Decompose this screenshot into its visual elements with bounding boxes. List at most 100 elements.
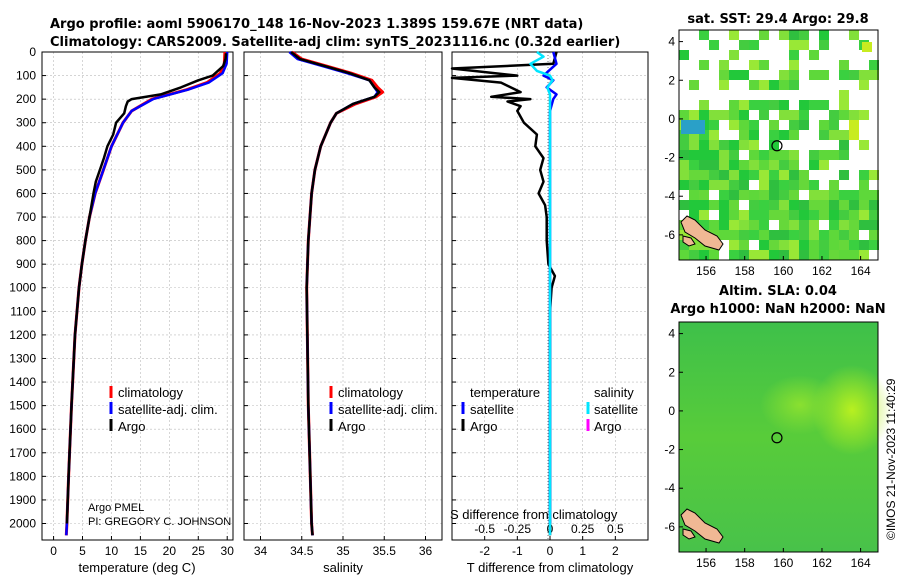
sst-cell [819, 70, 829, 80]
sst-cell [719, 140, 729, 150]
map-y-tick-label: 4 [668, 35, 675, 49]
sst-cell [699, 100, 709, 110]
sst-cell [789, 180, 799, 190]
sst-cell [729, 120, 739, 130]
sst-cell [799, 170, 809, 180]
sst-cell [799, 200, 809, 210]
sst-cell [679, 110, 689, 120]
sst-cell [799, 210, 809, 220]
x-tick-label: 15 [134, 544, 148, 558]
sst-cell [759, 60, 769, 70]
sst-cell [829, 120, 839, 130]
sst-cell [819, 190, 829, 200]
x-tick-label: 36 [419, 544, 433, 558]
sst-cell [789, 220, 799, 230]
y-tick-label: 1800 [9, 469, 36, 483]
sst-cell [749, 230, 759, 240]
sst-cell [789, 210, 799, 220]
sst-cell [769, 120, 779, 130]
sal-legend-argo-label: Argo [338, 419, 365, 434]
y-tick-label: 500 [16, 163, 36, 177]
sst-cell [759, 170, 769, 180]
sst-cell [819, 230, 829, 240]
sst-cell [769, 80, 779, 90]
sst-cell [779, 230, 789, 240]
temp-climatology-line [64, 51, 227, 536]
sst-cell [769, 130, 779, 140]
sst-cell [839, 210, 849, 220]
x-tick-label: 35 [336, 544, 350, 558]
sst-cell [769, 190, 779, 200]
diff-legend-sal-header: salinity [594, 385, 634, 400]
sst-cell [749, 130, 759, 140]
sst-cell [709, 40, 719, 50]
sst-cell [839, 220, 849, 230]
sst-cell [679, 200, 689, 210]
y-tick-label: 1600 [9, 422, 36, 436]
sst-cell [779, 150, 789, 160]
sst-cell [689, 140, 699, 150]
sst-cell [779, 160, 789, 170]
sst-cell [779, 30, 789, 40]
sst-cell [839, 140, 849, 150]
sst-cell [819, 250, 829, 260]
sst-cell [739, 110, 749, 120]
sst-cell [749, 190, 759, 200]
sst-cell [759, 240, 769, 250]
y-tick-label: 1000 [9, 281, 36, 295]
sst-cell [819, 40, 829, 50]
sst-cell [779, 210, 789, 220]
sst-cell [859, 70, 869, 80]
sst-cell [729, 240, 739, 250]
x-tick-label: 0 [50, 544, 57, 558]
sst-cell [859, 190, 869, 200]
s-tick-label: -0.25 [504, 522, 532, 536]
map-x-tick-label: 160 [773, 264, 793, 278]
sst-cell [779, 220, 789, 230]
sst-cell [749, 200, 759, 210]
map-y-tick-label: -4 [664, 481, 675, 495]
sst-cell [859, 240, 869, 250]
sst-cool-cell [681, 120, 705, 134]
sst-cell [679, 230, 689, 240]
map-y-tick-label: 2 [668, 365, 675, 379]
sst-cell [789, 250, 799, 260]
sst-cell [769, 250, 779, 260]
sst-cell [789, 40, 799, 50]
sst-cell [779, 180, 789, 190]
sst-cell [809, 70, 819, 80]
map-y-tick-label: -2 [664, 443, 675, 457]
sst-cell [789, 130, 799, 140]
sst-cell [799, 100, 809, 110]
temp-argo-line [65, 53, 228, 524]
sst-cell [739, 180, 749, 190]
sst-cell [719, 110, 729, 120]
sst-cell [749, 160, 759, 170]
sst-cell [759, 230, 769, 240]
temp-satellite-adj-line [65, 51, 229, 536]
sst-cell [689, 160, 699, 170]
sst-cell [729, 220, 739, 230]
sst-cell [809, 240, 819, 250]
sst-cell [699, 60, 709, 70]
sst-cell [809, 190, 819, 200]
sst-cell [789, 120, 799, 130]
sst-cell [779, 190, 789, 200]
sst-cell [749, 150, 759, 160]
sst-cell [679, 140, 689, 150]
sst-cell [699, 200, 709, 210]
sst-cell [679, 240, 689, 250]
sst-cell [799, 180, 809, 190]
sst-cell [839, 100, 849, 110]
sst-argo-position-marker [771, 140, 783, 152]
sst-cell [829, 110, 839, 120]
sst-cell [739, 210, 749, 220]
sst-cell [739, 40, 749, 50]
sst-cell [689, 250, 699, 260]
x-tick-label: 30 [221, 544, 235, 558]
sst-cell [709, 110, 719, 120]
sst-cell [719, 190, 729, 200]
sst-cell [689, 190, 699, 200]
sst-map-title: sat. SST: 29.4 Argo: 29.8 [687, 12, 868, 27]
sst-cell [739, 240, 749, 250]
